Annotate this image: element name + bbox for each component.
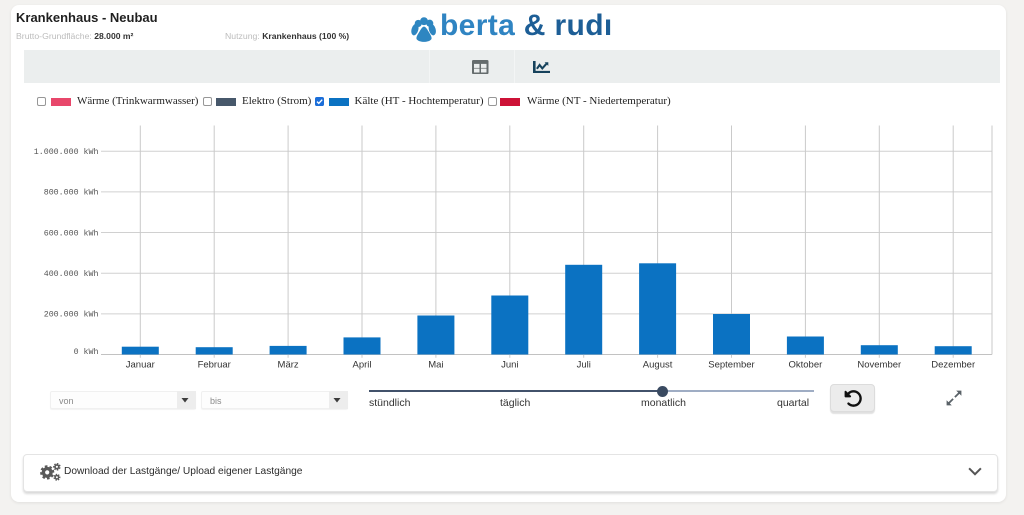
svg-text:November: November [857, 360, 901, 371]
svg-text:Oktober: Oktober [789, 360, 823, 371]
svg-text:September: September [708, 360, 754, 371]
svg-text:200.000 kWh: 200.000 kWh [44, 310, 99, 320]
svg-text:800.000 kWh: 800.000 kWh [44, 188, 99, 198]
svg-text:Mai: Mai [428, 360, 443, 371]
svg-text:Januar: Januar [126, 360, 155, 371]
svg-text:0 kWh: 0 kWh [74, 347, 99, 357]
svg-text:August: August [643, 360, 673, 371]
svg-text:März: März [278, 360, 299, 371]
svg-text:Dezember: Dezember [931, 360, 975, 371]
svg-text:Februar: Februar [198, 360, 231, 371]
svg-text:600.000 kWh: 600.000 kWh [44, 228, 99, 238]
svg-text:1.000.000 kWh: 1.000.000 kWh [34, 147, 99, 157]
svg-text:Juli: Juli [577, 360, 591, 371]
svg-text:April: April [352, 360, 371, 371]
svg-text:Juni: Juni [501, 360, 518, 371]
svg-text:400.000 kWh: 400.000 kWh [44, 269, 99, 279]
